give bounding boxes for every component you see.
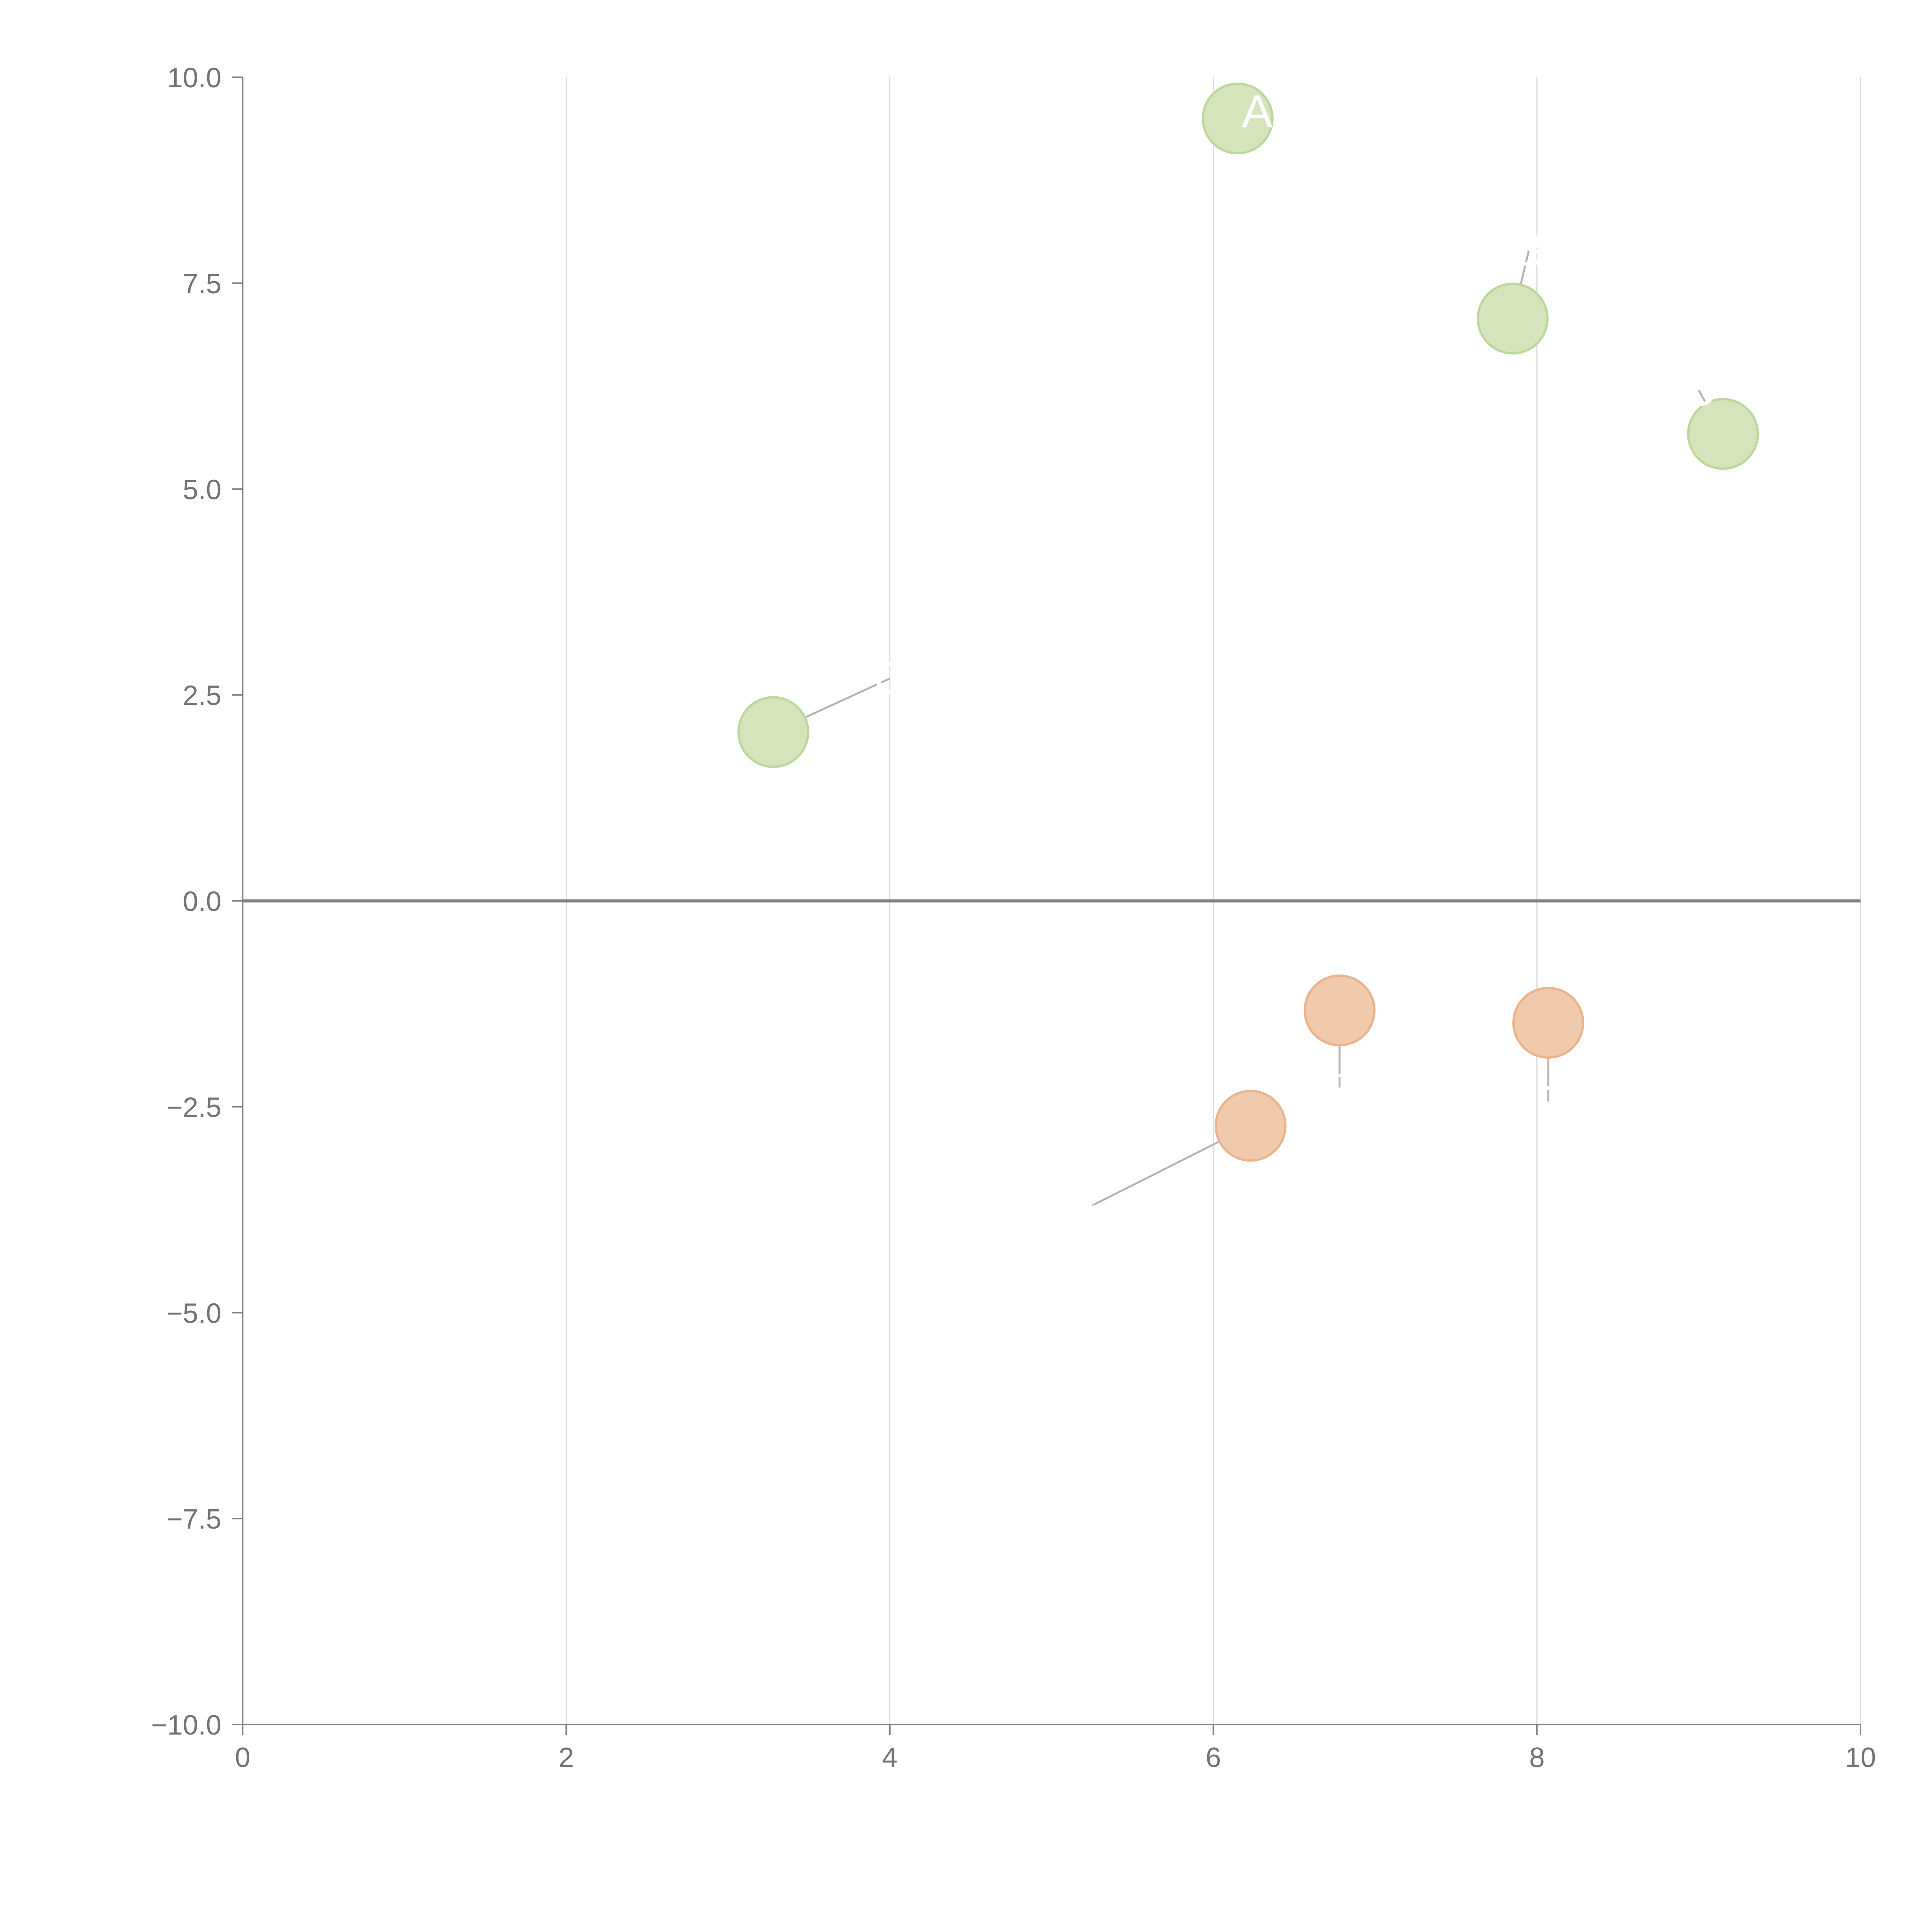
x-tick-label: 6	[1206, 1742, 1221, 1773]
annotation-label: A	[1242, 86, 1272, 138]
x-tick-label: 4	[882, 1742, 898, 1773]
scatter-point-negative	[1303, 974, 1376, 1046]
scatter-point-positive	[1476, 282, 1549, 355]
scatter-point-positive	[737, 696, 810, 768]
y-tick-label: 10.0	[167, 63, 221, 94]
annotation-label: G	[1074, 1179, 1110, 1231]
y-tick-label: −5.0	[167, 1298, 221, 1329]
annotation-label: C	[1682, 364, 1716, 416]
labels-layer: A B C D E F G	[873, 86, 1715, 1231]
annotation-label: E	[1324, 1064, 1355, 1116]
y-tick-label: −10.0	[151, 1710, 221, 1741]
scatter-point-negative	[1214, 1090, 1287, 1162]
x-tick-label: 8	[1529, 1742, 1545, 1773]
scatter-point-positive	[1202, 82, 1274, 155]
y-tick-label: −7.5	[167, 1504, 221, 1535]
annotation-label: F	[1534, 1077, 1562, 1128]
y-tick-label: −2.5	[167, 1092, 221, 1123]
y-tick-label: 5.0	[183, 474, 221, 505]
x-tick-label: 10	[1845, 1742, 1876, 1773]
y-tick-label: 2.5	[183, 680, 221, 711]
scatter-point-negative	[1512, 986, 1584, 1059]
scatter-point-positive	[1687, 398, 1759, 470]
annotation-label: D	[873, 652, 906, 704]
leader-layer	[773, 111, 1724, 1207]
axes-layer: 0 2 4 6 8 10 10.0 7.5 5.0 2.5 0.0 −2.5 −5.0 −7.5 −10.0	[151, 63, 1876, 1773]
y-tick-label: 0.0	[183, 886, 221, 917]
points-layer	[737, 82, 1759, 1162]
y-tick-label: 7.5	[183, 269, 221, 299]
annotation-label: B	[1514, 224, 1544, 276]
x-tick-label: 2	[558, 1742, 574, 1773]
x-tick-label: 0	[235, 1742, 250, 1773]
